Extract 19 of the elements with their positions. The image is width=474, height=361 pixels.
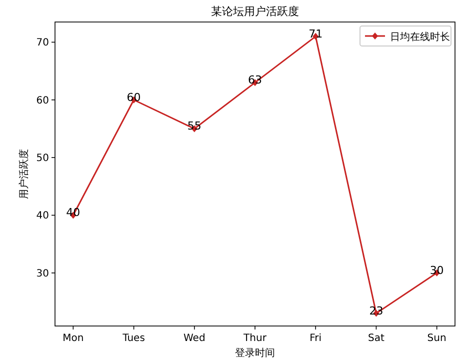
y-tick-label: 40: [36, 210, 49, 222]
x-tick-label: Thur: [242, 333, 268, 344]
x-tick-label: Fri: [310, 333, 322, 344]
legend-label: 日均在线时长: [390, 31, 450, 43]
y-tick-label: 70: [36, 38, 49, 49]
x-tick-label: Wed: [183, 333, 206, 344]
data-label: 30: [430, 264, 444, 277]
data-label: 60: [126, 90, 141, 104]
x-tick-label: Sun: [427, 333, 446, 344]
y-tick-label: 30: [36, 268, 49, 280]
chart-title: 某论坛用户活跃度: [211, 5, 299, 18]
x-tick-label: Sat: [368, 333, 384, 344]
y-tick-label: 60: [36, 95, 49, 106]
data-label: 71: [308, 27, 323, 40]
y-axis-title: 用户活跃度: [18, 149, 30, 199]
y-tick-label: 50: [36, 153, 49, 164]
x-tick-label: Tues: [122, 333, 145, 344]
x-axis-title: 登录时间: [235, 347, 275, 359]
x-tick-label: Mon: [62, 333, 84, 344]
